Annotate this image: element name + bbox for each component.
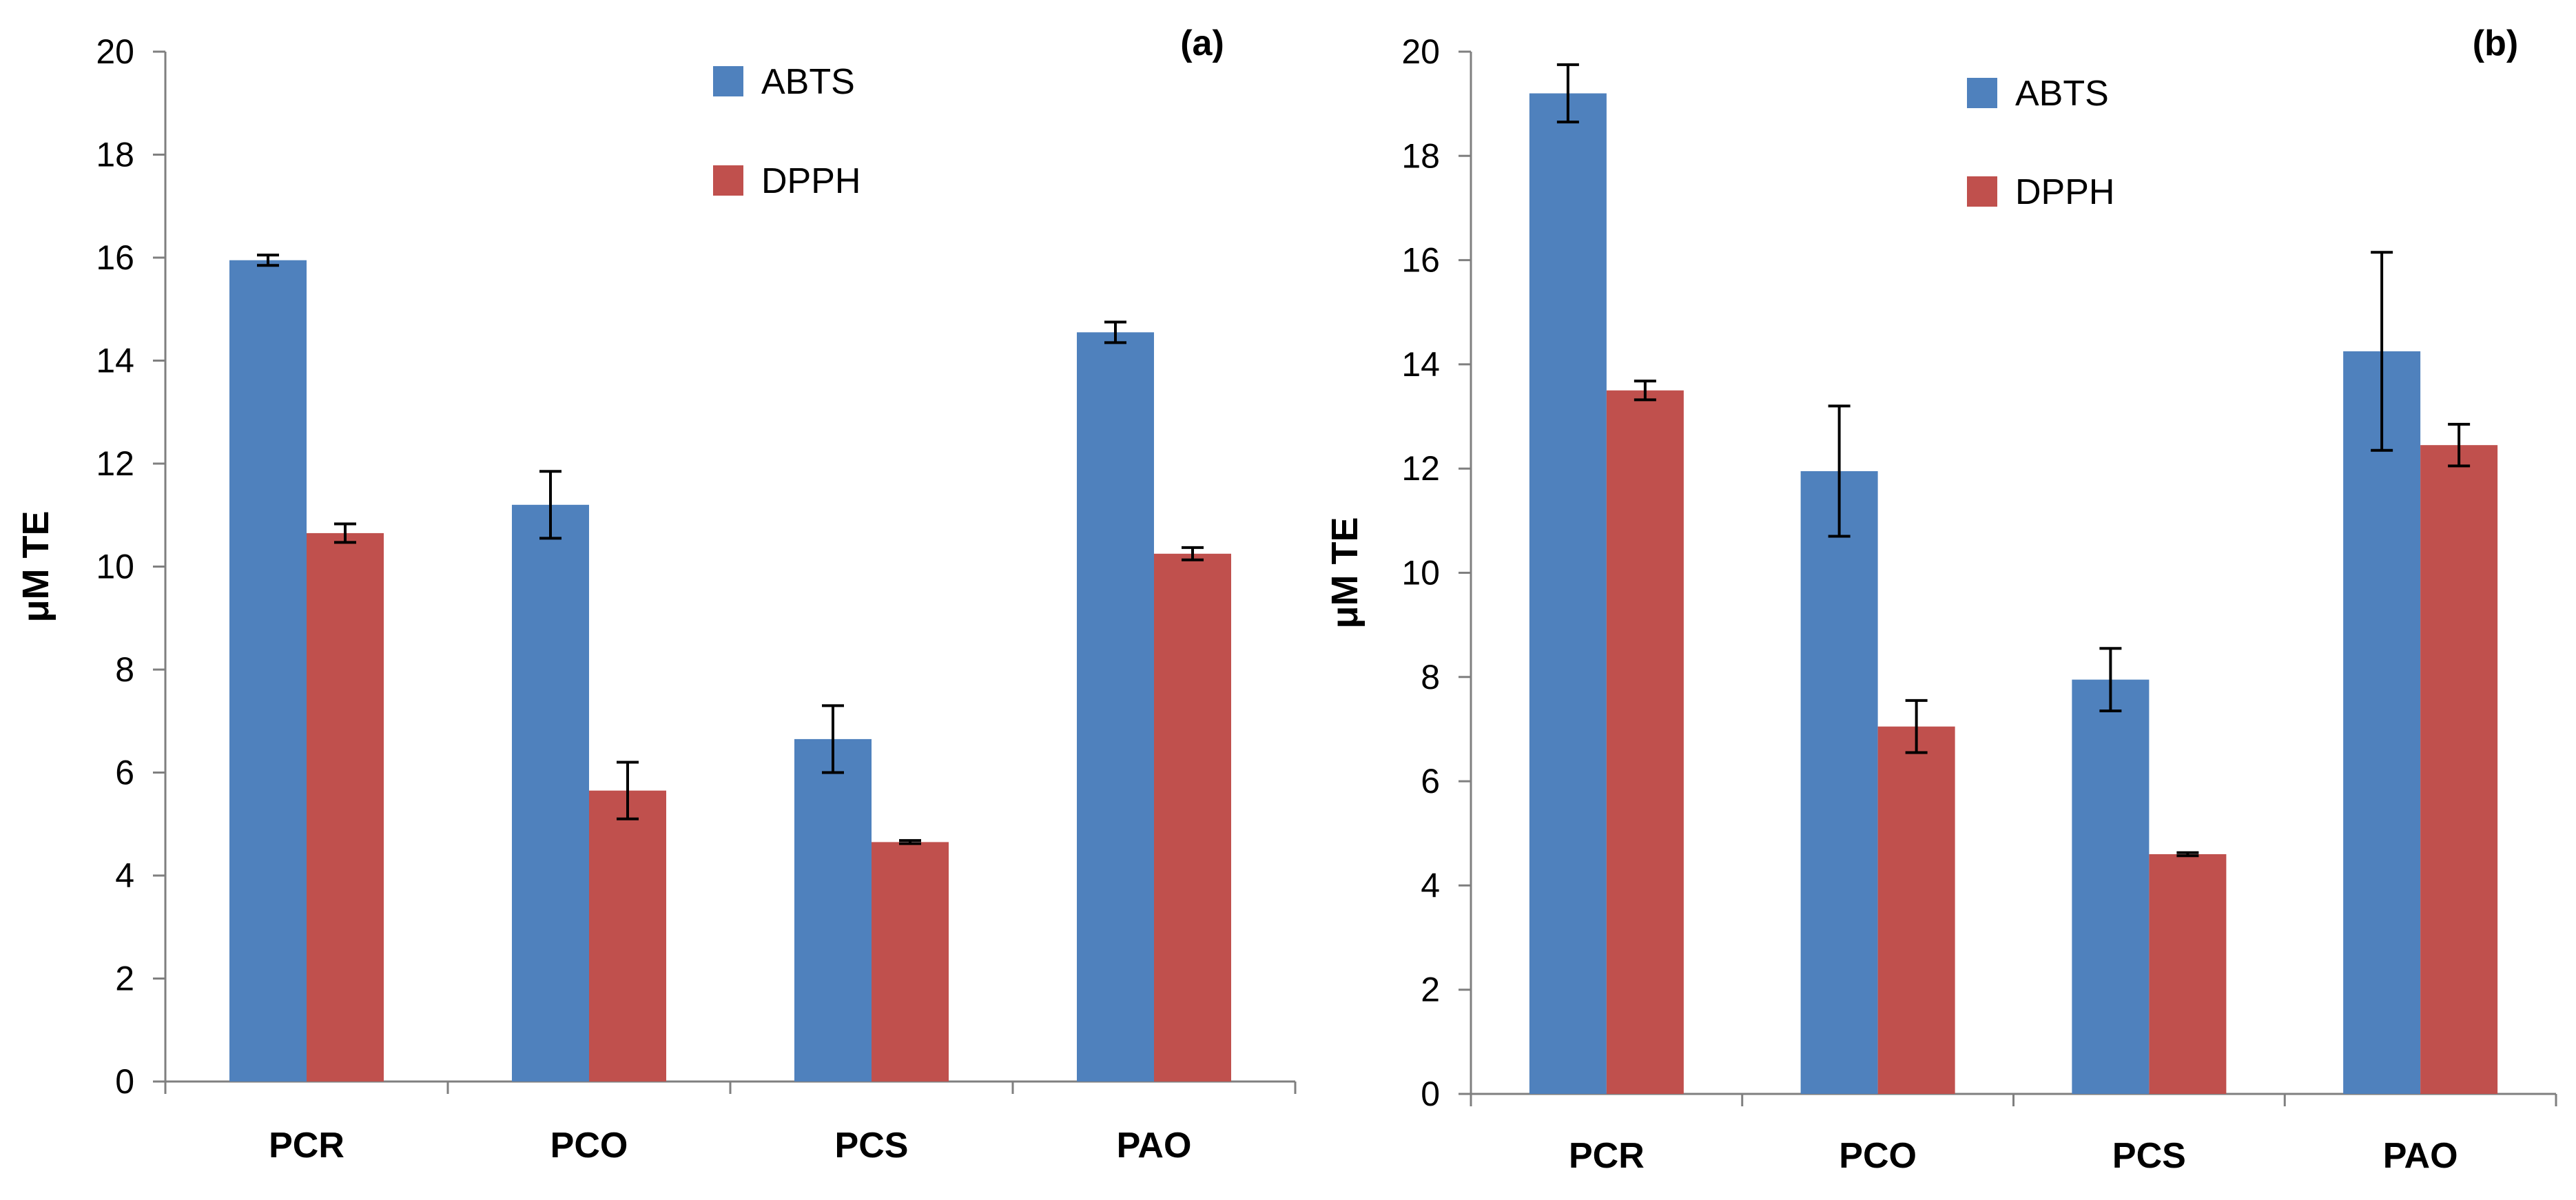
y-axis-title: μM TE (1324, 517, 1366, 628)
legend-swatch-dpph (1967, 176, 1997, 207)
y-tick-label: 6 (115, 754, 134, 792)
y-tick-label: 18 (96, 136, 134, 174)
bar-dpph-pcr (1606, 390, 1684, 1094)
bar-dpph-pco (589, 790, 666, 1082)
panel-label: (a) (1180, 23, 1224, 63)
y-tick-label: 20 (96, 32, 134, 71)
bar-abts-pao (1077, 332, 1154, 1082)
bar-abts-pcr (229, 260, 307, 1082)
y-tick-label: 12 (1401, 449, 1440, 488)
legend-swatch-abts (1967, 78, 1997, 108)
y-axis-title: μM TE (15, 510, 56, 622)
bar-abts-pao (2343, 351, 2421, 1094)
y-tick-label: 14 (1401, 345, 1440, 384)
x-category-label: PCR (1569, 1136, 1645, 1176)
y-tick-label: 8 (115, 650, 134, 689)
x-category-label: PAO (2383, 1136, 2458, 1176)
legend-label-abts: ABTS (761, 62, 855, 102)
legend-label-abts: ABTS (2015, 74, 2109, 114)
legend-swatch-abts (713, 66, 743, 96)
y-tick-label: 18 (1401, 136, 1440, 175)
bar-dpph-pao (1154, 553, 1231, 1082)
y-tick-label: 4 (1421, 866, 1440, 904)
bar-dpph-pcs (2149, 854, 2227, 1094)
y-tick-label: 0 (115, 1062, 134, 1101)
bar-abts-pcr (1529, 93, 1607, 1094)
y-tick-label: 8 (1421, 658, 1440, 696)
legend-label-dpph: DPPH (2015, 172, 2114, 212)
panel-label: (b) (2473, 23, 2518, 63)
bar-abts-pcs (2072, 679, 2150, 1094)
bar-abts-pco (512, 504, 589, 1082)
x-category-label: PCO (550, 1126, 628, 1166)
legend-swatch-dpph (713, 165, 743, 196)
bar-dpph-pcs (872, 842, 949, 1082)
y-tick-label: 2 (115, 960, 134, 998)
chart-panel-a: 0 2 4 6 8 10 12 14 16 18 20 PCR PCO PCS PAO μM TE (a) ABT… (15, 23, 1297, 1166)
y-tick-label: 10 (96, 548, 134, 586)
y-tick-label: 4 (115, 856, 134, 895)
chart-panel-b: 0 2 4 6 8 10 12 14 16 18 20 PCR PCO PCS PAO μM TE (b) ABT… (1324, 23, 2557, 1176)
x-category-label: PCO (1839, 1136, 1917, 1176)
y-tick-label: 16 (96, 238, 134, 277)
legend-label-dpph: DPPH (761, 161, 861, 201)
y-tick-label: 12 (96, 444, 134, 483)
y-tick-label: 16 (1401, 241, 1440, 280)
bar-dpph-pco (1877, 726, 1955, 1094)
y-tick-label: 14 (96, 342, 134, 380)
bar-dpph-pao (2420, 445, 2498, 1094)
bar-abts-pco (1800, 470, 1878, 1094)
x-category-label: PAO (1117, 1126, 1192, 1166)
bar-abts-pcs (794, 738, 872, 1082)
x-category-label: PCS (2112, 1136, 2186, 1176)
x-category-label: PCS (835, 1126, 909, 1166)
y-tick-label: 2 (1421, 971, 1440, 1009)
x-category-label: PCR (269, 1126, 344, 1166)
y-tick-label: 0 (1421, 1075, 1440, 1113)
y-tick-label: 10 (1401, 554, 1440, 592)
y-tick-label: 20 (1401, 32, 1440, 71)
bar-dpph-pcr (307, 532, 384, 1082)
y-tick-label: 6 (1421, 762, 1440, 800)
